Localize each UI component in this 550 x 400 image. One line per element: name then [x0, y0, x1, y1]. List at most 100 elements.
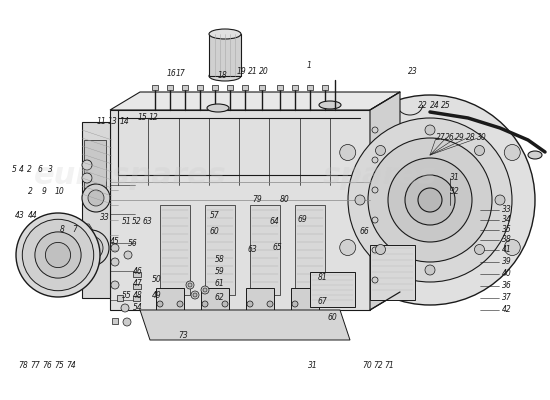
Text: 60: 60	[328, 314, 338, 322]
Text: 3: 3	[48, 166, 53, 174]
Text: 15: 15	[138, 114, 148, 122]
Bar	[152, 85, 158, 90]
Text: 79: 79	[252, 196, 262, 204]
Circle shape	[388, 158, 472, 242]
Text: 50: 50	[152, 276, 162, 284]
Text: 42: 42	[502, 306, 512, 314]
Bar	[133, 284, 141, 289]
Circle shape	[376, 244, 386, 254]
Text: 76: 76	[42, 360, 52, 370]
Ellipse shape	[319, 101, 341, 109]
Text: 25: 25	[441, 100, 451, 110]
Circle shape	[425, 125, 435, 135]
Polygon shape	[82, 122, 110, 298]
Text: 40: 40	[502, 270, 512, 278]
Text: 2: 2	[28, 188, 33, 196]
Bar	[370, 245, 415, 300]
Text: 77: 77	[30, 360, 40, 370]
Text: 28: 28	[466, 134, 476, 142]
Text: 71: 71	[384, 360, 394, 370]
Text: 30: 30	[477, 134, 487, 142]
Text: 29: 29	[455, 134, 465, 142]
Text: 74: 74	[66, 360, 76, 370]
Circle shape	[372, 127, 378, 133]
Circle shape	[267, 301, 273, 307]
Bar	[84, 140, 106, 190]
Circle shape	[372, 247, 378, 253]
Bar	[227, 85, 233, 90]
Circle shape	[123, 318, 131, 326]
Circle shape	[46, 242, 70, 268]
Text: 23: 23	[408, 68, 418, 76]
Text: 17: 17	[176, 68, 186, 78]
Circle shape	[340, 240, 356, 256]
Circle shape	[23, 219, 94, 291]
Text: 78: 78	[18, 360, 28, 370]
Circle shape	[85, 242, 97, 254]
Text: 4: 4	[19, 166, 24, 174]
Text: 72: 72	[373, 360, 383, 370]
Circle shape	[201, 286, 209, 294]
Circle shape	[186, 281, 194, 289]
Bar	[117, 295, 123, 301]
Bar	[160, 205, 190, 295]
Text: 67: 67	[318, 298, 328, 306]
Bar	[242, 85, 248, 90]
Circle shape	[191, 291, 199, 299]
Circle shape	[348, 118, 512, 282]
Bar	[205, 205, 235, 295]
Circle shape	[372, 277, 378, 283]
Bar	[322, 85, 328, 90]
Circle shape	[222, 301, 228, 307]
Polygon shape	[56, 224, 94, 232]
Bar	[292, 85, 298, 90]
Text: 69: 69	[298, 216, 308, 224]
Text: 64: 64	[270, 218, 280, 226]
Text: 60: 60	[210, 228, 220, 236]
Text: 46: 46	[133, 268, 143, 276]
Circle shape	[355, 195, 365, 205]
Ellipse shape	[209, 29, 241, 39]
Circle shape	[188, 283, 192, 287]
Text: 47: 47	[133, 280, 143, 288]
Text: 11: 11	[97, 118, 107, 126]
Bar	[310, 272, 355, 307]
Circle shape	[495, 195, 505, 205]
Text: 2: 2	[27, 166, 32, 174]
Text: 6: 6	[38, 166, 43, 174]
Text: 7: 7	[72, 226, 77, 234]
Text: 48: 48	[133, 292, 143, 300]
Text: 58: 58	[215, 256, 225, 264]
Circle shape	[157, 301, 163, 307]
Text: 5: 5	[12, 166, 17, 174]
Text: 32: 32	[450, 188, 460, 196]
Text: 65: 65	[273, 244, 283, 252]
Bar	[250, 205, 280, 295]
Text: 52: 52	[132, 218, 142, 226]
Text: 31: 31	[308, 360, 318, 370]
Circle shape	[372, 217, 378, 223]
Ellipse shape	[528, 151, 542, 159]
Text: 14: 14	[120, 118, 130, 126]
Text: 33: 33	[502, 206, 512, 214]
Text: 26: 26	[445, 134, 455, 142]
Circle shape	[16, 213, 100, 297]
Polygon shape	[110, 92, 400, 110]
Text: 24: 24	[430, 100, 440, 110]
Circle shape	[368, 138, 492, 262]
Circle shape	[124, 251, 132, 259]
Text: spares: spares	[323, 160, 437, 190]
Circle shape	[177, 301, 183, 307]
Text: 57: 57	[210, 210, 220, 220]
Circle shape	[35, 232, 81, 278]
Circle shape	[475, 244, 485, 254]
Circle shape	[475, 146, 485, 156]
Circle shape	[111, 281, 119, 289]
Text: 19: 19	[237, 68, 247, 76]
Text: 21: 21	[248, 68, 258, 76]
Text: 44: 44	[28, 210, 38, 220]
Text: 16: 16	[167, 68, 177, 78]
Circle shape	[202, 301, 208, 307]
Circle shape	[292, 301, 298, 307]
Text: 34: 34	[502, 216, 512, 224]
